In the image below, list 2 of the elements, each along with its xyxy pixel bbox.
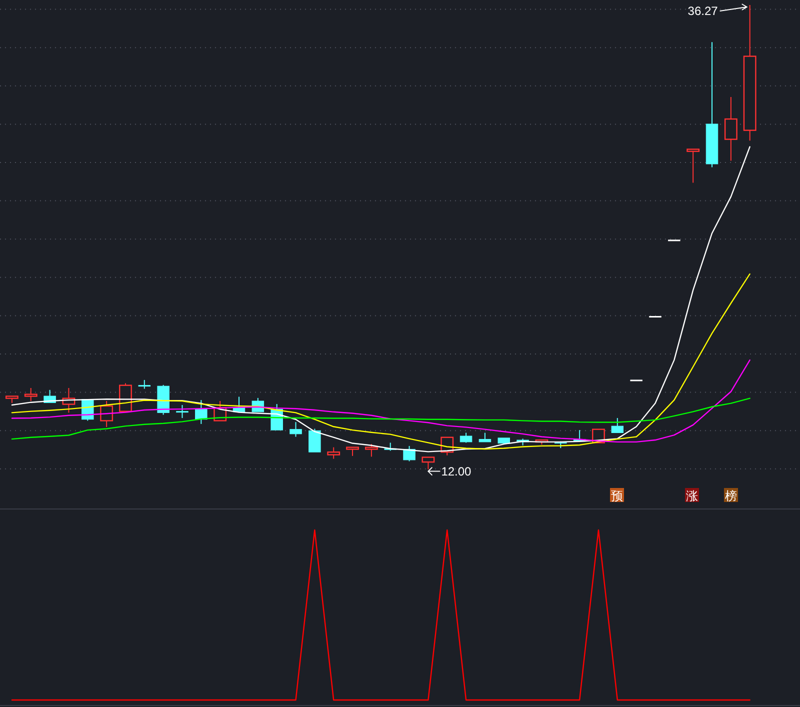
annotation: 12.00 bbox=[441, 464, 472, 478]
annotation: 36.27 bbox=[688, 4, 718, 18]
